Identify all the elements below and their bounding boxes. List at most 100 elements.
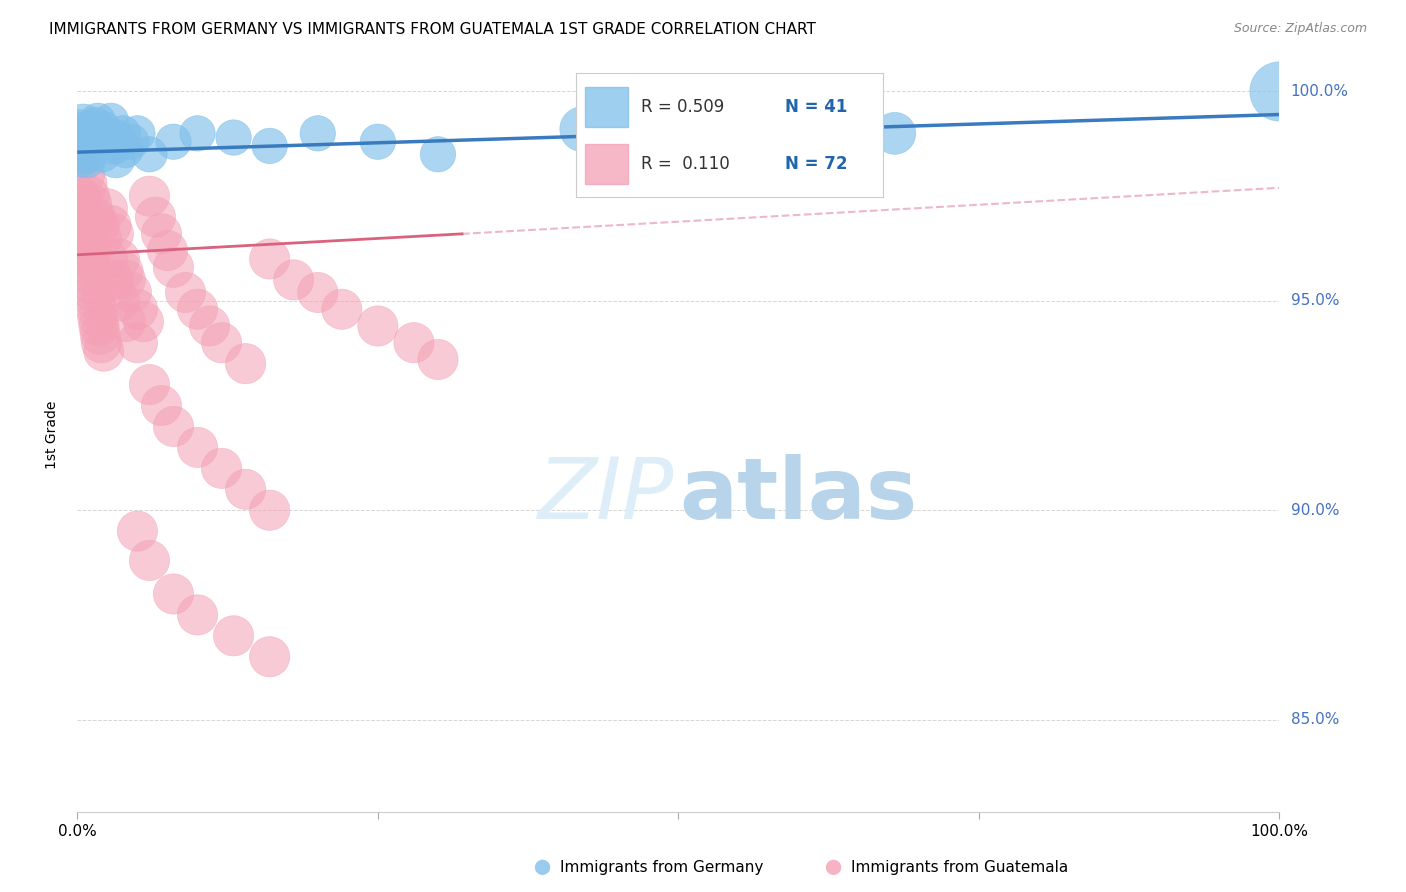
Point	[79, 260, 101, 275]
Point	[70, 210, 93, 224]
Point	[87, 318, 110, 333]
Point	[77, 248, 100, 262]
Point	[89, 135, 111, 149]
Point	[367, 135, 389, 149]
Text: ZIP: ZIP	[538, 454, 675, 537]
Point	[222, 629, 245, 643]
Point	[114, 315, 136, 329]
Point	[103, 227, 125, 241]
Point	[91, 147, 114, 161]
Point	[186, 607, 209, 622]
Text: N = 72: N = 72	[785, 155, 848, 173]
Point	[138, 189, 160, 203]
Point	[259, 503, 281, 517]
Point	[307, 285, 329, 300]
Point	[114, 273, 136, 287]
Point	[80, 122, 103, 136]
Point	[198, 318, 221, 333]
Point	[70, 147, 93, 161]
Point	[69, 127, 91, 141]
Point	[76, 239, 98, 253]
Text: 85.0%: 85.0%	[1291, 712, 1339, 727]
Point	[80, 197, 103, 211]
Point	[883, 127, 905, 141]
Point	[82, 135, 104, 149]
Point	[70, 147, 93, 161]
Text: N = 41: N = 41	[785, 97, 846, 116]
Point	[100, 219, 122, 233]
Point	[114, 143, 136, 157]
Point	[90, 335, 112, 350]
Point	[127, 127, 149, 141]
Bar	[585, 87, 628, 127]
Point	[111, 127, 134, 141]
Point	[93, 122, 115, 136]
Point	[330, 302, 353, 317]
Point	[80, 268, 103, 283]
Point	[235, 357, 257, 371]
Point	[83, 127, 105, 141]
Point	[79, 143, 101, 157]
Point	[150, 227, 173, 241]
Point	[132, 315, 155, 329]
Text: R =  0.110: R = 0.110	[641, 155, 730, 173]
Point	[96, 252, 118, 266]
Point	[186, 127, 209, 141]
Point	[1268, 85, 1291, 99]
Point	[73, 135, 96, 149]
Point	[211, 335, 233, 350]
Point	[72, 219, 94, 233]
Point	[402, 335, 425, 350]
Point	[307, 127, 329, 141]
Text: atlas: atlas	[679, 454, 918, 537]
Bar	[585, 144, 628, 184]
Point	[259, 252, 281, 266]
Point	[162, 260, 184, 275]
Point	[138, 553, 160, 567]
Point	[156, 244, 179, 258]
Point	[86, 302, 108, 317]
Point	[70, 127, 93, 141]
Point	[87, 113, 110, 128]
Point	[211, 461, 233, 475]
Point	[72, 118, 94, 132]
Point	[259, 649, 281, 664]
Text: Immigrants from Guatemala: Immigrants from Guatemala	[851, 860, 1069, 874]
Y-axis label: 1st Grade: 1st Grade	[45, 401, 59, 469]
Point	[79, 189, 101, 203]
Point	[77, 130, 100, 145]
Point	[70, 202, 93, 216]
Point	[108, 293, 131, 308]
Point	[75, 235, 97, 250]
Point	[100, 113, 122, 128]
Point	[93, 344, 115, 359]
Text: 100.0%: 100.0%	[1291, 84, 1348, 99]
Point	[283, 273, 305, 287]
Point	[103, 135, 125, 149]
Text: ⬤: ⬤	[824, 859, 841, 875]
Text: ⬤: ⬤	[533, 859, 550, 875]
Point	[73, 168, 96, 182]
Point	[87, 130, 110, 145]
Point	[571, 122, 593, 136]
Point	[86, 122, 108, 136]
Point	[73, 227, 96, 241]
Point	[111, 264, 134, 278]
Point	[150, 399, 173, 413]
Point	[145, 210, 167, 224]
Text: 90.0%: 90.0%	[1291, 503, 1339, 517]
Point	[162, 135, 184, 149]
Point	[186, 441, 209, 455]
Point	[75, 147, 97, 161]
Point	[127, 524, 149, 538]
Point	[79, 139, 101, 153]
Point	[222, 130, 245, 145]
Point	[89, 327, 111, 342]
Point	[76, 152, 98, 166]
Point	[120, 285, 142, 300]
Point	[127, 335, 149, 350]
Point	[76, 177, 98, 191]
Point	[138, 147, 160, 161]
Point	[427, 352, 450, 367]
Point	[427, 147, 450, 161]
